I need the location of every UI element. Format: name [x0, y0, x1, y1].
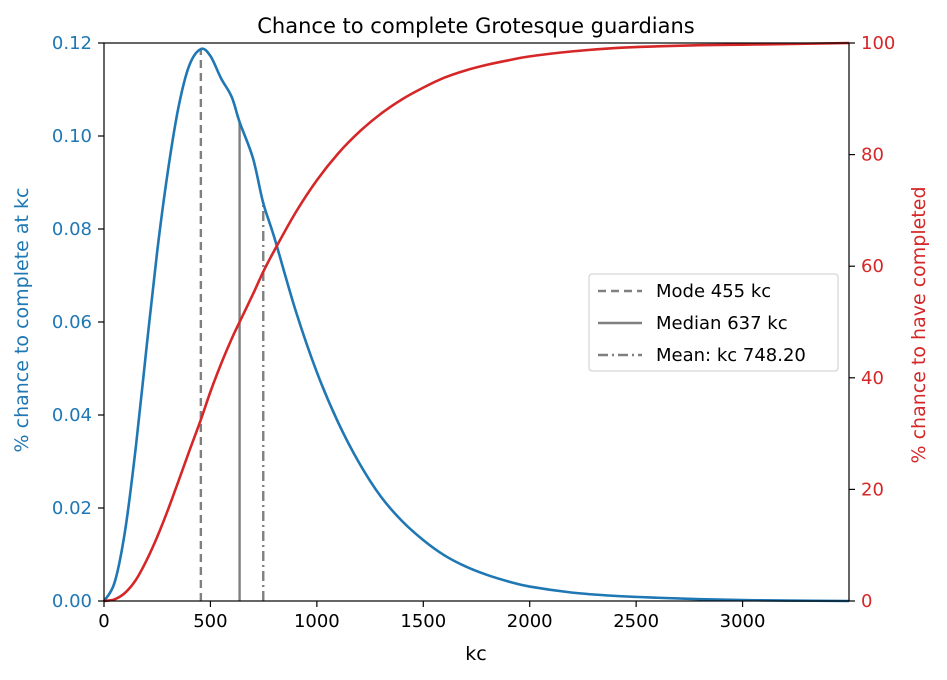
legend-label: Mode 455 kc — [656, 281, 771, 302]
x-tick-label: 2000 — [507, 611, 553, 632]
y-left-tick-label: 0.00 — [52, 591, 92, 612]
y-right-axis: 0 20 40 60 80 100 — [849, 33, 895, 612]
y-right-axis-label: % chance to have completed — [908, 186, 930, 463]
reference-lines — [199, 49, 265, 601]
y-left-tick-label: 0.10 — [52, 126, 92, 147]
legend-box — [588, 273, 839, 372]
cumulative-series-line — [103, 41, 850, 603]
x-tick-label: 2500 — [613, 611, 659, 632]
legend: Mode 455 kc Median 637 kc Mean: kc 748.20 — [588, 273, 839, 372]
density-series-line — [102, 47, 850, 603]
legend-label: Median 637 kc — [656, 313, 788, 334]
x-tick-label: 1000 — [294, 611, 340, 632]
y-left-axis-label: % chance to complete at kc — [11, 188, 33, 453]
y-right-tick-label: 80 — [861, 145, 884, 166]
y-right-tick-label: 100 — [861, 33, 895, 54]
y-right-tick-label: 40 — [861, 368, 884, 389]
legend-label: Mean: kc 748.20 — [656, 345, 806, 366]
legend-entries: Mode 455 kc Median 637 kc Mean: kc 748.20 — [598, 281, 806, 366]
chart-title: Chance to complete Grotesque guardians — [257, 14, 695, 38]
y-right-tick-label: 20 — [861, 479, 884, 500]
x-axis: 0 500 1000 1500 2000 2500 3000 — [98, 601, 765, 632]
y-right-tick-label: 0 — [861, 591, 872, 612]
y-left-tick-label: 0.08 — [52, 219, 92, 240]
y-left-tick-label: 0.12 — [52, 33, 92, 54]
y-left-axis: 0.00 0.02 0.04 0.06 0.08 0.10 0.12 — [52, 33, 104, 612]
x-tick-label: 1500 — [400, 611, 446, 632]
x-tick-label: 0 — [98, 611, 109, 632]
y-left-tick-label: 0.06 — [52, 312, 92, 333]
x-tick-label: 500 — [193, 611, 227, 632]
y-right-tick-label: 60 — [861, 256, 884, 277]
x-axis-label: kc — [465, 643, 486, 665]
y-left-tick-label: 0.02 — [52, 498, 92, 519]
series-layer — [102, 41, 850, 603]
x-tick-label: 3000 — [720, 611, 766, 632]
y-left-tick-label: 0.04 — [52, 405, 92, 426]
